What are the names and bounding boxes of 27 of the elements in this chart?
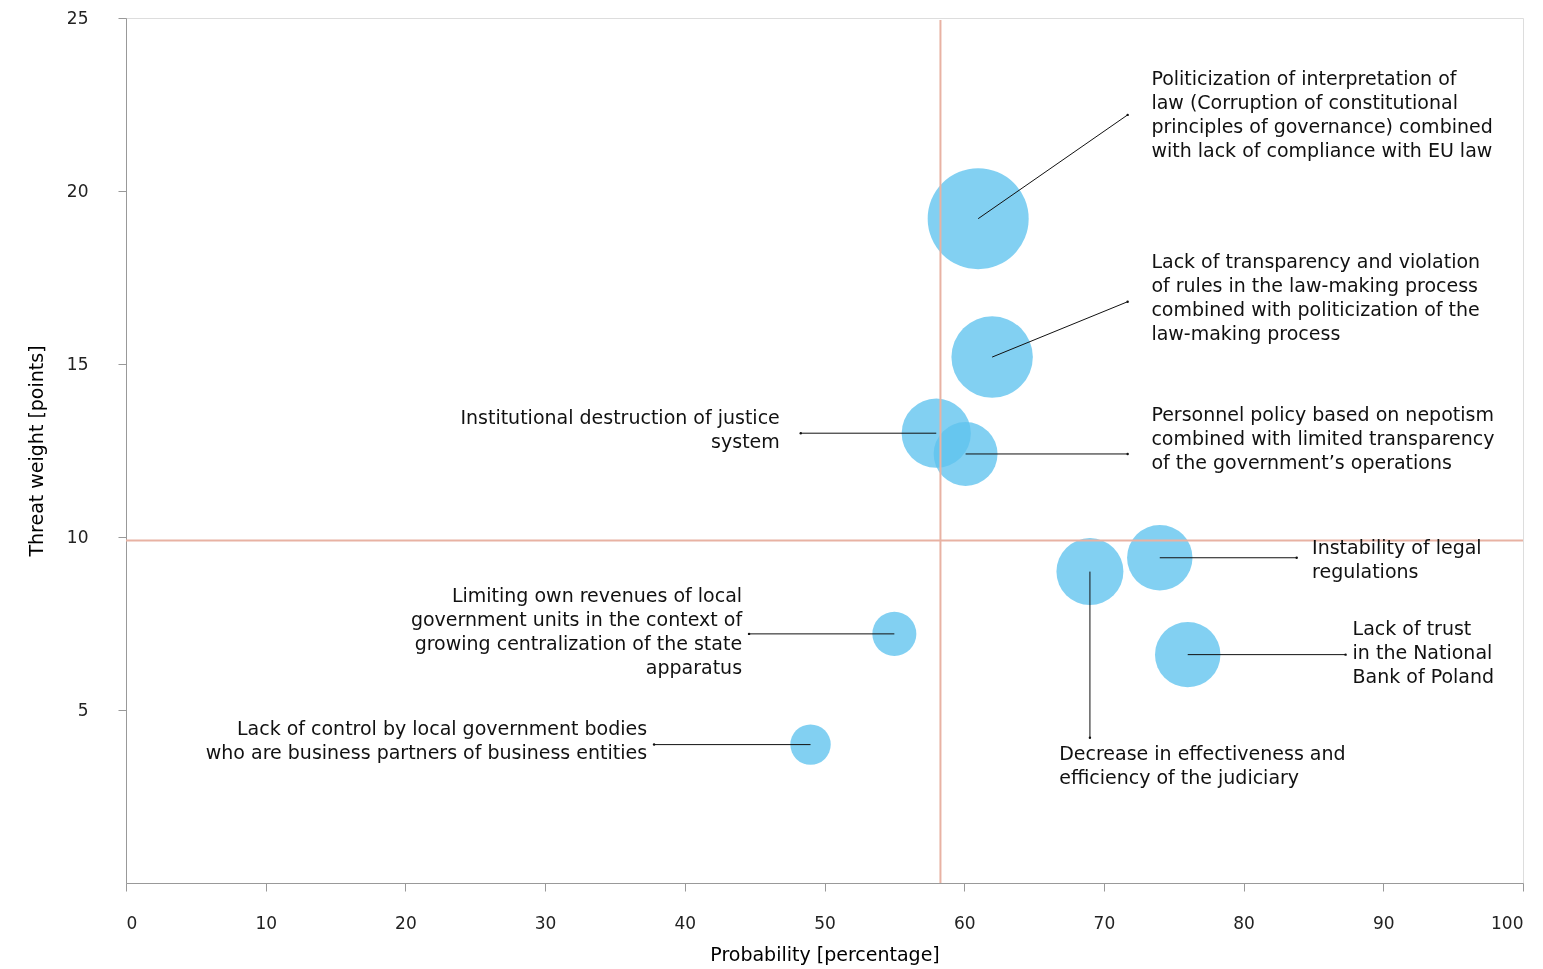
x-tick-label: 70 [1093, 912, 1116, 933]
x-tick-label: 80 [1233, 912, 1255, 933]
y-tick-label: 10 [66, 526, 89, 547]
annotation: Limiting own revenues of local government units in the context of growing centralization of the state apparatus [410, 584, 744, 679]
x-tick-label: 40 [674, 912, 697, 933]
x-tick-label: 30 [534, 912, 557, 933]
y-tick-label: 20 [66, 180, 89, 201]
x-tick-label: 20 [395, 912, 417, 933]
x-axis-title: Probability [percentage] [710, 942, 940, 965]
y-axis-title: Threat weight [points] [24, 345, 47, 558]
annotation: Lack of transparency and violation of rules in the law-making process combined with politicization of the law-making process [1151, 250, 1481, 345]
y-tick-label: 5 [77, 699, 89, 720]
annotation: Politicization of interpretation of law (Corruption of constitutional principles of governance) combined with lack of compliance with EU law [1151, 66, 1493, 161]
y-tick-label: 25 [66, 7, 89, 28]
x-tick-label: 50 [814, 912, 836, 933]
annotation: Lack of control by local government bodies who are business partners of business entities [205, 717, 648, 764]
x-tick-label: 60 [953, 912, 976, 933]
annotation: Decrease in effectiveness and efficiency of the judiciary [1059, 741, 1346, 788]
x-tick-label: 10 [255, 912, 278, 933]
x-tick-label: 90 [1372, 912, 1395, 933]
annotation: Personnel policy based on nepotism combined with limited transparency of the government’s operations [1151, 402, 1495, 473]
x-tick-label: 0 [126, 912, 138, 933]
annotation: Instability of legal regulations [1312, 535, 1482, 582]
annotation: Institutional destruction of justice system [460, 405, 780, 452]
y-tick-label: 15 [66, 353, 89, 374]
annotation: Lack of trust in the National Bank of Poland [1352, 617, 1495, 688]
x-tick-label: 100 [1491, 912, 1524, 933]
